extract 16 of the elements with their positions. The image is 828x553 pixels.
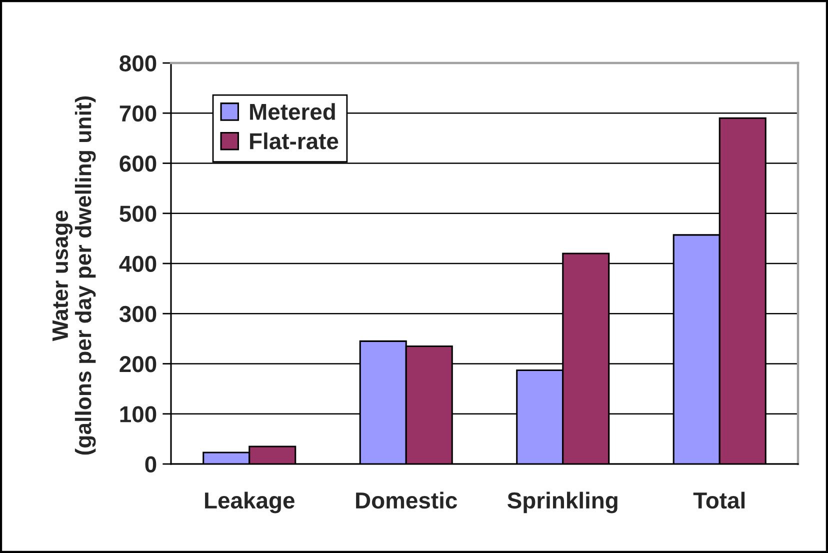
x-tick-label: Domestic [356,492,458,509]
y-tick-label: 400 [119,256,156,272]
x-tick-label: Total [693,492,745,509]
x-tick-label: Sprinkling [508,492,618,514]
y-tick-label: 700 [120,105,156,122]
y-tick-label: 600 [120,156,156,172]
y-tick-label: 100 [120,406,156,422]
legend-label: Metered [250,103,335,120]
legend-label: Flat-rate [250,132,338,150]
y-axis-title: Water usage (gallons per day per dwelling unit) [52,96,96,455]
y-tick-label: 500 [120,206,156,222]
y-tick-label: 300 [119,306,156,322]
y-tick-label: 800 [120,55,156,72]
x-tick-label: Leakage [205,492,294,514]
y-tick-label: 0 [145,456,156,473]
y-tick-label: 200 [120,356,156,372]
